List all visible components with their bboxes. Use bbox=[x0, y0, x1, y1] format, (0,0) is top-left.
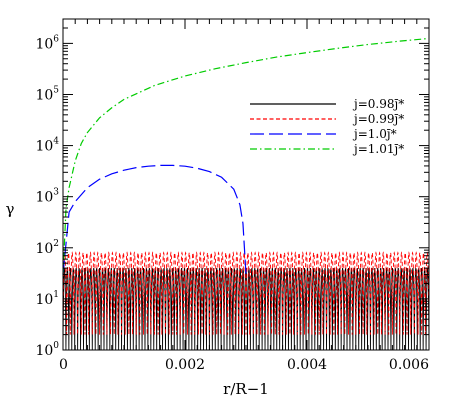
y-axis-label: γ bbox=[6, 200, 15, 218]
series-line-4 bbox=[62, 37, 430, 275]
series-line-3 bbox=[62, 164, 247, 275]
y-tick-label: 100 bbox=[35, 341, 59, 359]
y-tick-label: 102 bbox=[35, 239, 59, 257]
legend-label-4: j=1.01j̄* bbox=[352, 142, 404, 156]
legend-label-3: j=1.0j̄* bbox=[352, 127, 397, 141]
y-tick-label: 101 bbox=[35, 290, 59, 308]
y-tick-label: 103 bbox=[35, 188, 59, 206]
y-tick-label: 104 bbox=[35, 137, 59, 155]
y-tick-label: 105 bbox=[35, 85, 59, 103]
series-layer bbox=[62, 37, 430, 351]
legend-label-2: j=0.99j̄* bbox=[352, 112, 404, 126]
legend-label-1: j=0.98j̄* bbox=[352, 97, 404, 111]
x-tick-label: 0.004 bbox=[287, 357, 327, 373]
y-tick-label: 106 bbox=[35, 34, 59, 52]
x-tick-label: 0.002 bbox=[165, 357, 205, 373]
legend: j=0.98j̄*j=0.99j̄*j=1.0j̄*j=1.01j̄* bbox=[250, 97, 404, 156]
x-tick-label: 0 bbox=[59, 357, 68, 373]
series-line-2 bbox=[62, 251, 430, 335]
x-tick-label: 0.006 bbox=[389, 357, 429, 373]
x-axis-label: r/R−1 bbox=[223, 380, 269, 398]
ticks-layer: 0 0.002 0.004 0.006 100 101 102 103 104 105 106 bbox=[35, 18, 430, 373]
